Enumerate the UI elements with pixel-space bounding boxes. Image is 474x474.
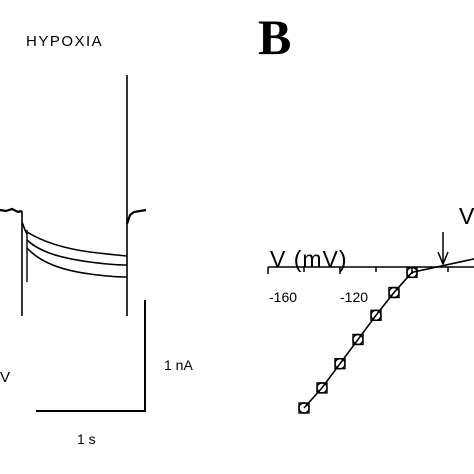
x-axis-label: V (mV) [270,246,348,272]
condition-label: HYPOXIA [26,33,104,50]
trace-current-2 [26,239,128,266]
data-point-circle [316,382,328,394]
data-point-circle [334,358,346,370]
data-point-circle [352,333,364,346]
panel-label: B [258,9,292,65]
data-point-circle [388,286,400,299]
scale-time-label: 1 s [77,431,96,447]
vr-arrow-head [437,251,449,266]
trace-baseline-left [0,207,23,214]
trace-baseline-right [125,208,147,225]
data-point-circle [406,266,418,279]
trace-current-3 [26,247,128,278]
data-point-circle [298,402,310,414]
reversal-label: Vr [459,203,474,229]
iv-fit-line [303,258,474,409]
edge-label: V [0,369,11,386]
scale-current-label: 1 nA [164,357,193,373]
x-tick-label: -120 [340,289,369,305]
trace-current-1 [26,231,128,257]
x-tick-label: -160 [269,289,298,305]
data-point-circle [370,309,382,321]
